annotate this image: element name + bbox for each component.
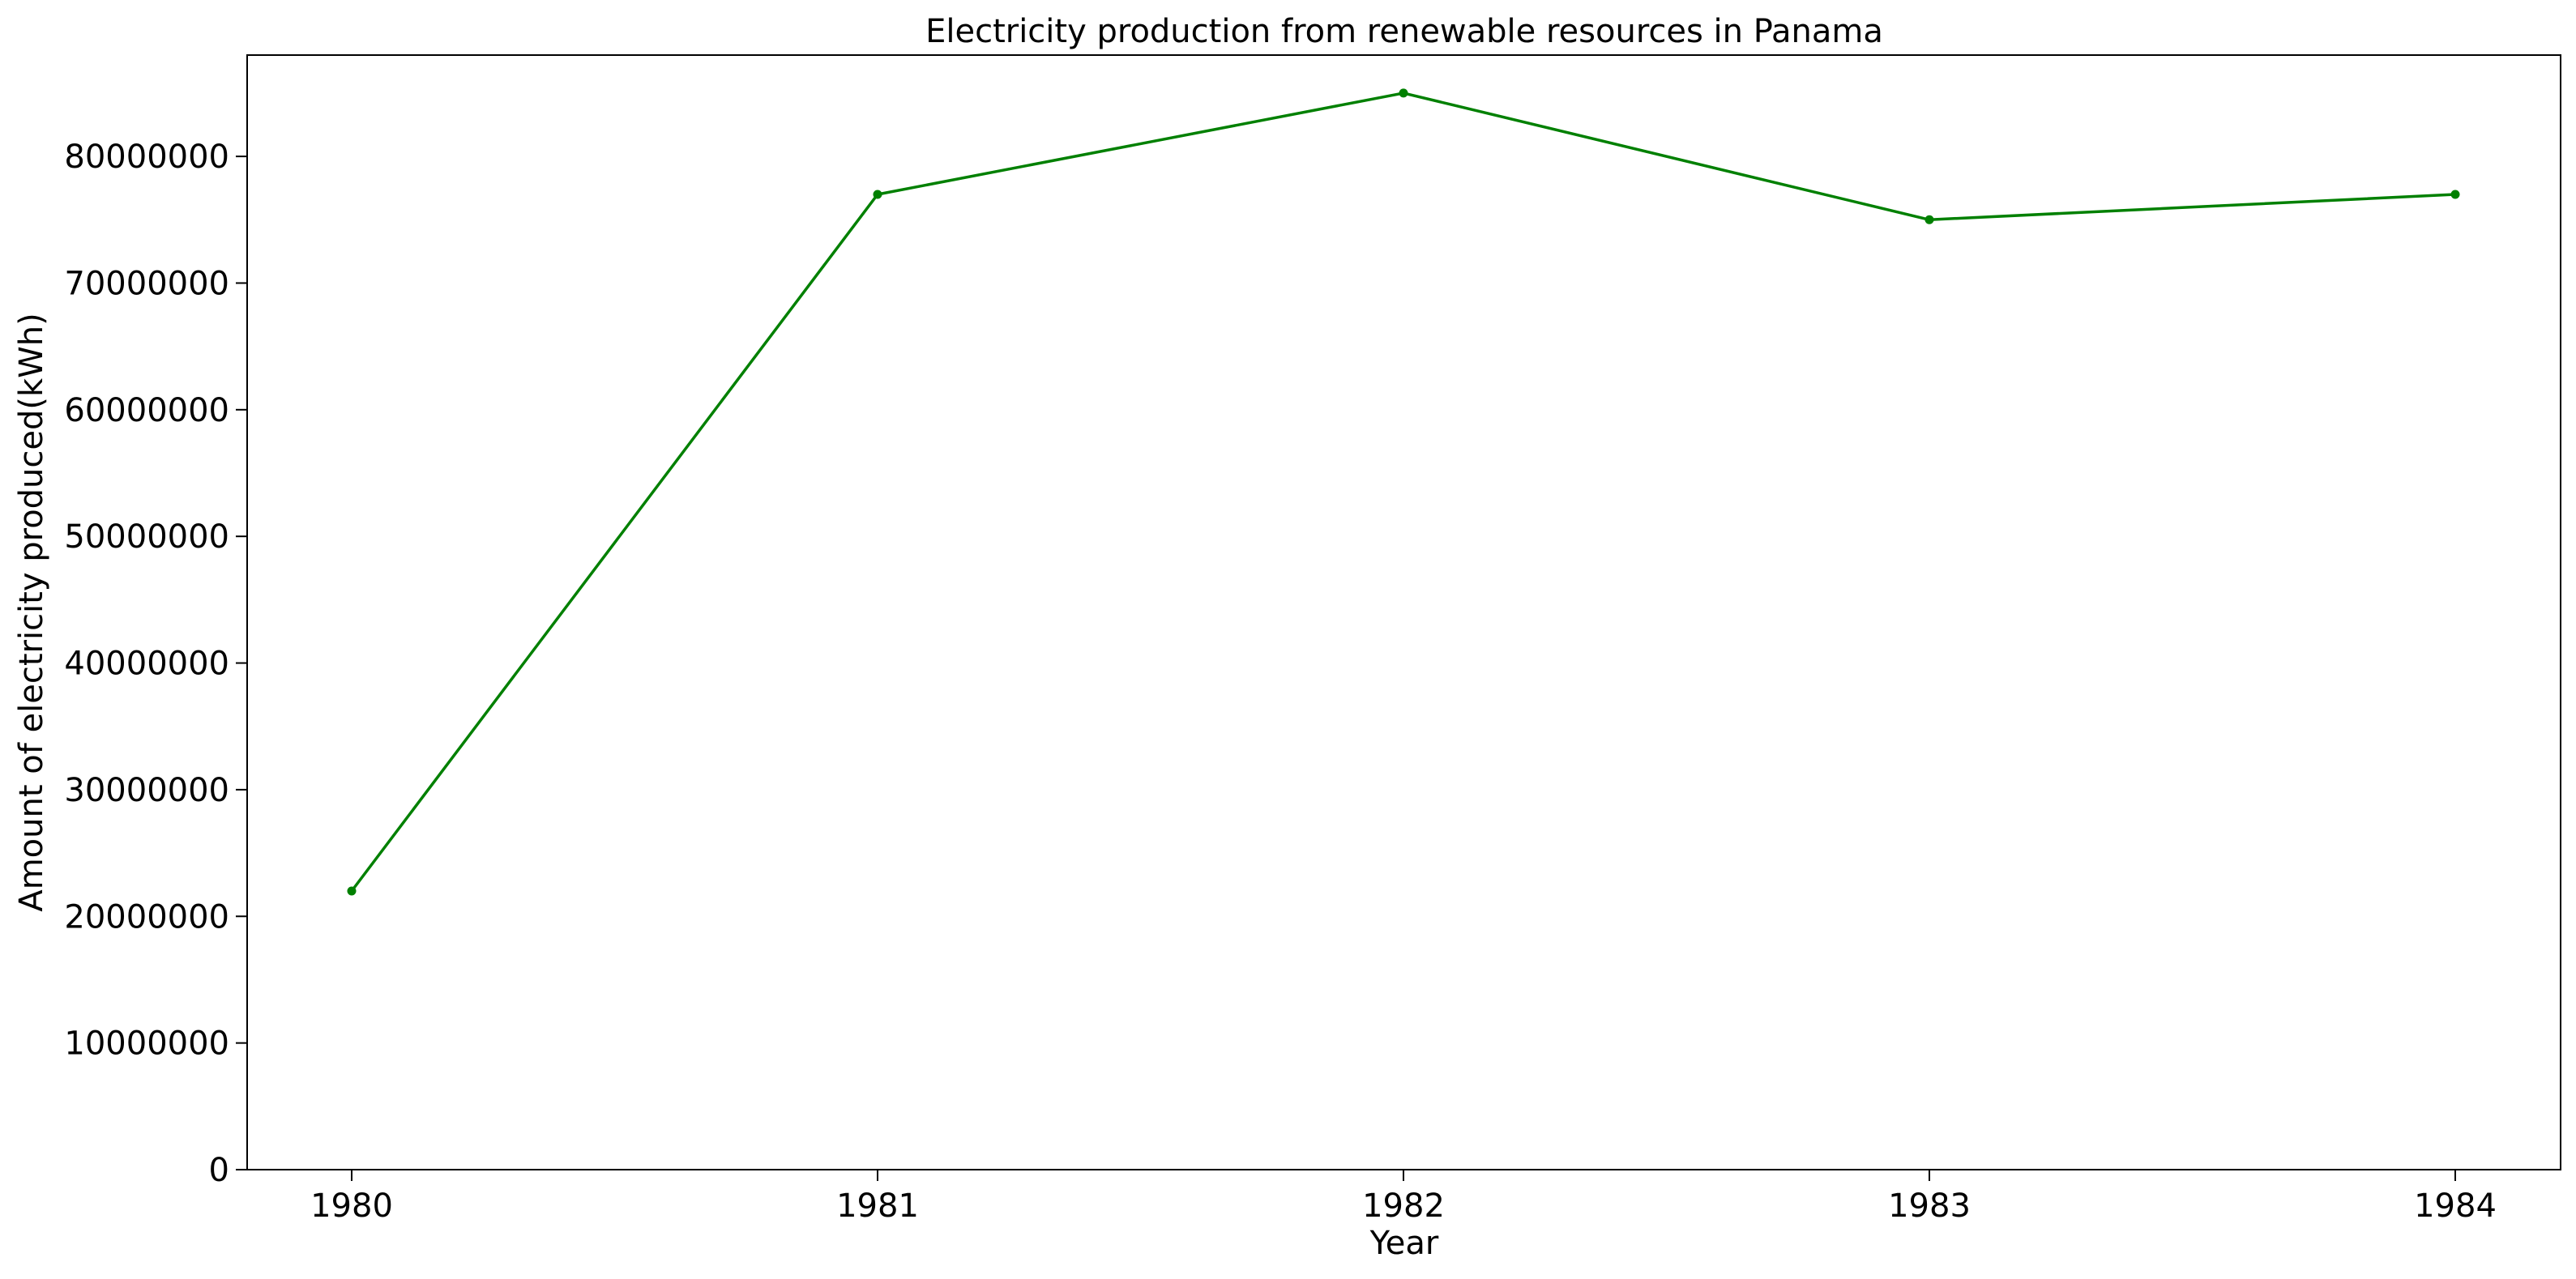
y-tick-label: 60000000 [64, 392, 229, 429]
x-tick-label: 1983 [1888, 1187, 1971, 1225]
data-point [873, 190, 882, 199]
y-tick-label: 20000000 [64, 898, 229, 936]
chart-title: Electricity production from renewable re… [925, 13, 1883, 50]
y-axis: 0 10000000 20000000 30000000 40000000 5000000… [64, 139, 247, 1189]
data-point [1925, 215, 1934, 224]
x-tick-label: 1982 [1362, 1187, 1445, 1225]
data-point [347, 886, 357, 896]
x-tick-label: 1980 [310, 1187, 393, 1225]
y-axis-label: Amount of electricity produced(kWh) [13, 313, 50, 911]
plot-area [246, 54, 2561, 1170]
data-point [1399, 88, 1408, 98]
y-tick-label: 30000000 [64, 772, 229, 809]
y-tick-label: 10000000 [64, 1025, 229, 1063]
data-point [2450, 190, 2460, 199]
x-tick-label: 1981 [836, 1187, 919, 1225]
x-axis-label: Year [1369, 1225, 1439, 1262]
series-line [350, 92, 2456, 893]
y-tick-label: 80000000 [64, 139, 229, 176]
x-tick-label: 1984 [2414, 1187, 2497, 1225]
y-tick-label: 50000000 [64, 518, 229, 556]
y-tick-label: 40000000 [64, 646, 229, 683]
y-tick-label: 0 [209, 1152, 229, 1189]
y-tick-label: 70000000 [64, 265, 229, 302]
x-axis: 1980 1981 1982 1983 1984 [310, 1170, 2497, 1225]
series-group [347, 88, 2460, 896]
